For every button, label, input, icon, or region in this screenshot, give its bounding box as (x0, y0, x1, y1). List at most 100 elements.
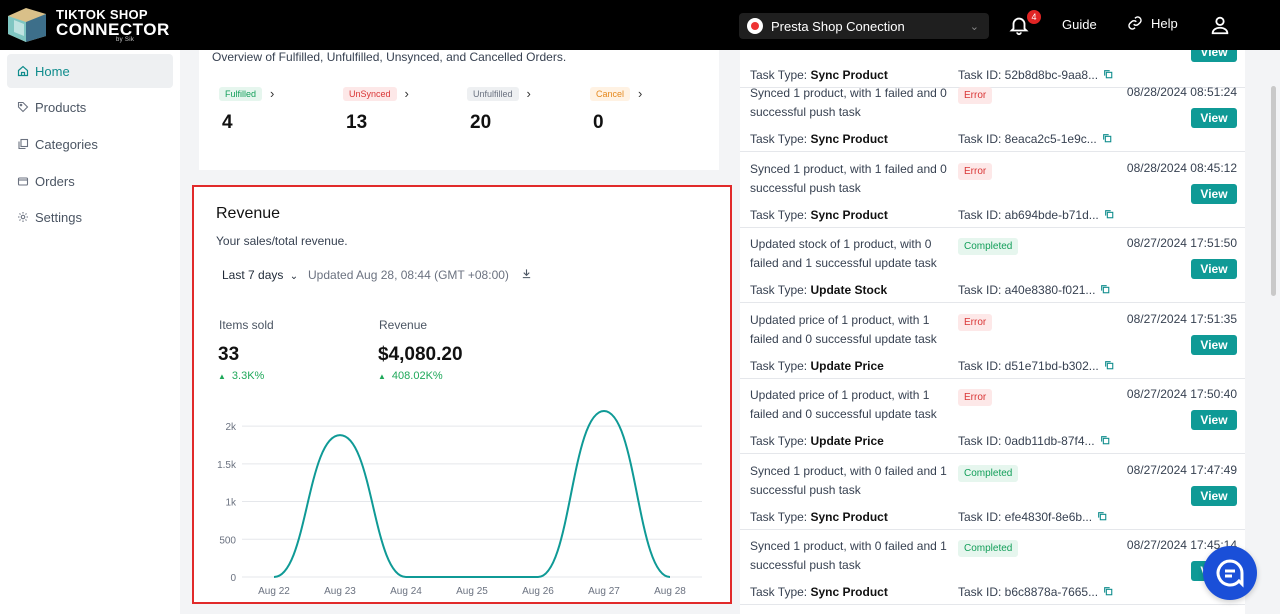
task-message: Synced 1 product, with 0 failed and 1 su… (750, 464, 947, 497)
task-id-text: Task ID: a40e8380-f021... (958, 283, 1096, 297)
logo-mark-icon (6, 6, 48, 44)
date-range-select[interactable]: Last 7 days ⌄ (222, 268, 298, 282)
shop-select[interactable]: Presta Shop Conection ⌄ (739, 13, 989, 39)
task-type-value: Update Price (810, 359, 884, 373)
shop-icon (747, 18, 763, 34)
download-icon[interactable] (521, 268, 532, 282)
updated-text: Updated Aug 28, 08:44 (GMT +08:00) (308, 268, 509, 282)
task-date: 08/27/2024 17:47:49 (1126, 463, 1237, 477)
brand-line-1: TIKTOK SHOP (56, 7, 148, 22)
copy-icon[interactable] (1103, 68, 1113, 82)
revenue-series-line (273, 409, 671, 578)
task-id: Task ID: d51e71bd-b302... (958, 359, 1114, 373)
copy-icon[interactable] (1104, 359, 1114, 373)
task-date: 08/28/2024 08:51:24 (1126, 85, 1237, 99)
task-type-value: Update Price (810, 434, 884, 448)
overview-description: Overview of Fulfilled, Unfulfilled, Unsy… (212, 50, 567, 64)
bell-icon[interactable] (1008, 14, 1030, 36)
stat-unsynced[interactable]: UnSynced › 13 (343, 84, 409, 134)
copy-icon[interactable] (1097, 510, 1107, 524)
orders-overview-card: Overview of Fulfilled, Unfulfilled, Unsy… (199, 50, 719, 170)
task-status: Error (958, 312, 993, 331)
y-tick-label: 0 (230, 573, 236, 584)
revenue-value: $4,080.20 (378, 344, 463, 365)
brand-line-2: CONNECTOR (56, 20, 170, 39)
task-type-label: Task Type: (750, 283, 808, 297)
task-id: Task ID: ab694bde-b71d... (958, 208, 1114, 222)
brand-byline: by Sik (116, 37, 135, 43)
sidebar-item-categories[interactable]: Categories (7, 127, 173, 161)
task-id-text: Task ID: d51e71bd-b302... (958, 359, 1099, 373)
y-tick-label: 2k (225, 422, 237, 433)
chevron-down-icon: ⌄ (289, 271, 299, 282)
sidebar-item-orders[interactable]: Orders (7, 164, 173, 198)
copy-icon[interactable] (1100, 283, 1110, 297)
status-badge: Completed (958, 540, 1019, 557)
view-button[interactable]: View (1191, 335, 1237, 355)
help-link[interactable]: Help (1127, 15, 1178, 31)
status-badge: Error (958, 163, 993, 180)
sidebar-item-home[interactable]: Home (7, 54, 173, 88)
revenue-label: Revenue (379, 318, 428, 332)
copy-icon[interactable] (1100, 434, 1110, 448)
arrow-up-icon: ▲ (378, 372, 386, 381)
view-button[interactable]: View (1191, 486, 1237, 506)
task-type: Task Type: Sync Product (750, 208, 888, 222)
x-tick-label: Aug 24 (390, 586, 422, 597)
status-badge: Error (958, 314, 993, 331)
status-badge: Error (958, 389, 993, 406)
view-button[interactable]: View (1191, 259, 1237, 279)
y-tick-label: 1k (225, 498, 237, 509)
task-row: Updated stock of 1 product, with 0 faile… (740, 227, 1245, 303)
task-type-value: Sync Product (810, 585, 888, 599)
task-type-label: Task Type: (750, 208, 808, 222)
stat-value: 20 (470, 112, 492, 133)
app-logo[interactable]: TIKTOK SHOP CONNECTOR by Sik (6, 6, 170, 44)
view-button[interactable]: View (1191, 108, 1237, 128)
stat-cancel[interactable]: Cancel › 0 (590, 84, 642, 134)
task-date: 08/27/2024 17:50:40 (1126, 387, 1237, 401)
copy-icon[interactable] (1102, 132, 1112, 146)
copy-icon[interactable] (1103, 585, 1113, 599)
view-button[interactable]: View (1191, 184, 1237, 204)
guide-link[interactable]: Guide (1062, 17, 1097, 32)
user-icon[interactable] (1209, 14, 1231, 36)
task-status: Completed (958, 538, 1019, 557)
stat-fulfilled[interactable]: Fulfilled › 4 (219, 84, 274, 134)
task-message: Updated price of 1 product, with 1 faile… (750, 388, 937, 421)
task-type-value: Sync Product (810, 68, 888, 82)
task-type: Task Type: Sync Product (750, 510, 888, 524)
top-bar: TIKTOK SHOP CONNECTOR by Sik Presta Shop… (0, 0, 1280, 50)
copy-icon[interactable] (1104, 208, 1114, 222)
sidebar-item-products[interactable]: Products (7, 90, 173, 124)
items-sold-value: 33 (218, 344, 240, 365)
x-tick-label: Aug 25 (456, 586, 488, 597)
task-message: Synced 1 product, with 1 failed and 0 su… (750, 86, 947, 119)
stat-value: 13 (346, 112, 368, 133)
status-badge: Error (958, 87, 993, 104)
view-button[interactable]: View (1191, 410, 1237, 430)
box-icon (17, 175, 29, 187)
task-date: 08/27/2024 17:51:35 (1126, 312, 1237, 326)
sidebar-item-label: Home (35, 63, 70, 79)
task-id-text: Task ID: ab694bde-b71d... (958, 208, 1099, 222)
scrollbar[interactable] (1271, 86, 1276, 296)
task-type: Task Type: Sync Product (750, 68, 888, 82)
revenue-title: Revenue (216, 205, 281, 222)
revenue-change-value: 408.02K% (391, 370, 443, 382)
task-type-label: Task Type: (750, 68, 808, 82)
gear-icon (17, 211, 29, 223)
task-id-text: Task ID: 8eaca2c5-1e9c... (958, 132, 1097, 146)
task-type-value: Sync Product (810, 510, 888, 524)
chat-button[interactable] (1203, 546, 1257, 600)
task-id-text: Task ID: b6c8878a-7665... (958, 585, 1099, 599)
task-type-label: Task Type: (750, 510, 808, 524)
y-tick-label: 1.5k (217, 460, 237, 471)
view-button[interactable]: View (1191, 50, 1237, 62)
x-tick-label: Aug 27 (588, 586, 620, 597)
status-badge: UnSynced (343, 87, 397, 101)
task-type-label: Task Type: (750, 132, 808, 146)
stat-unfulfilled[interactable]: Unfulfilled › 20 (467, 84, 531, 134)
sidebar-item-settings[interactable]: Settings (7, 200, 173, 234)
task-type-value: Sync Product (810, 132, 888, 146)
